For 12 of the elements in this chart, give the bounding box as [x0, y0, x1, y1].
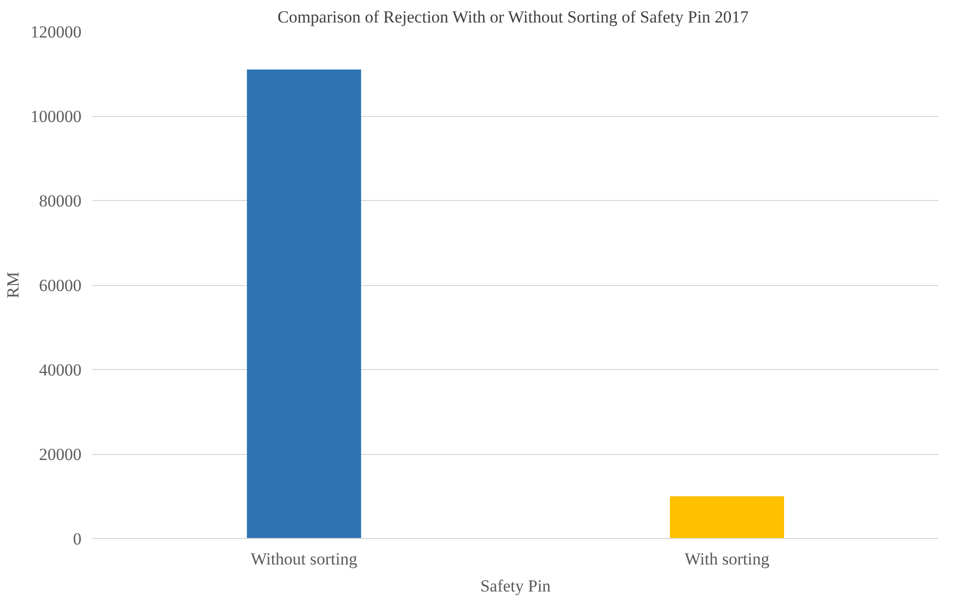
chart-title: Comparison of Rejection With or Without Sorting of Safety Pin 2017	[278, 8, 750, 26]
y-tick-label: 60000	[39, 276, 82, 295]
y-tick-label: 0	[73, 530, 82, 548]
x-tick-label: Without sorting	[250, 550, 358, 568]
x-axis-title: Safety Pin	[480, 576, 552, 596]
y-tick-label: 40000	[39, 360, 82, 380]
y-tick-label: 100000	[30, 107, 82, 126]
y-tick-label: 20000	[39, 445, 82, 464]
y-axis-title: RM	[4, 272, 22, 298]
y-tick-label: 80000	[39, 192, 82, 210]
y-tick-label: 120000	[30, 22, 82, 42]
x-tick-label: With sorting	[684, 550, 770, 568]
